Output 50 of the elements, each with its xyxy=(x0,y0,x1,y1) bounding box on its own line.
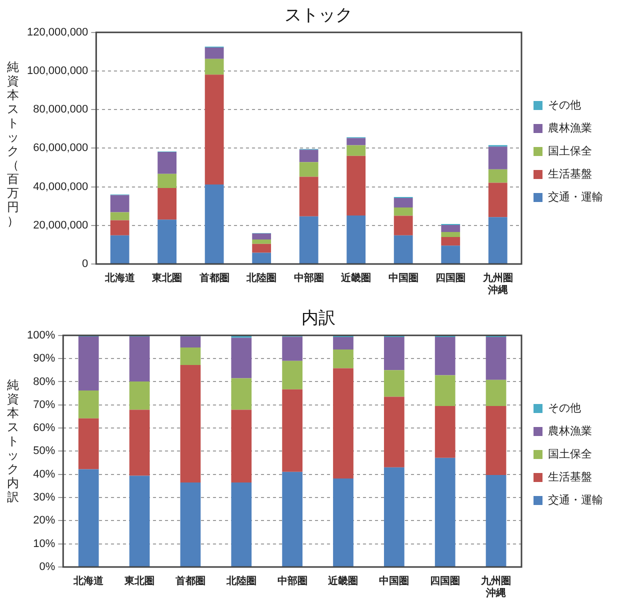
x-tick-label: 中部圏 xyxy=(277,574,308,587)
y-tick-label: 90% xyxy=(33,352,56,365)
x-tick-label: 九州圏沖縄 xyxy=(482,272,513,296)
chart-title: 内訳 xyxy=(302,308,336,329)
y-tick-label: 0 xyxy=(82,258,88,270)
legend-label: 交通・運輸 xyxy=(548,190,603,204)
legend-label: その他 xyxy=(548,401,581,414)
legend-label: その他 xyxy=(548,98,581,112)
y-tick-label: 20% xyxy=(33,514,56,527)
y-tick-label: 60,000,000 xyxy=(33,142,88,154)
x-tick-label: 四国圏 xyxy=(436,272,466,284)
x-tick-label: 首都圏 xyxy=(174,574,206,587)
x-tick-label: 中国圏 xyxy=(379,574,410,587)
y-tick-label: 70% xyxy=(33,398,56,411)
y-tick-label: 50% xyxy=(33,445,56,458)
text: 純資本ストック内訳 xyxy=(7,378,19,504)
chart-title: ストック xyxy=(284,6,352,26)
text: 純資本ストック（百万円） xyxy=(7,60,19,228)
y-tick-label: 100,000,000 xyxy=(27,65,88,78)
x-tick-label: 東北圏 xyxy=(124,574,155,587)
x-tick-label: 東北圏 xyxy=(151,272,182,284)
legend-label: 国土保全 xyxy=(548,447,592,460)
x-tick-label: 近畿圏 xyxy=(327,574,358,587)
y-tick-label: 20,000,000 xyxy=(33,219,88,232)
legend-label: 交通・運輸 xyxy=(548,493,603,506)
x-tick-label: 北陸圏 xyxy=(246,272,277,284)
y-tick-label: 120,000,000 xyxy=(27,26,88,38)
y-tick-label: 80,000,000 xyxy=(33,104,88,116)
legend-label: 国土保全 xyxy=(548,144,592,158)
y-tick-label: 30% xyxy=(33,492,56,504)
x-tick-label: 九州圏沖縄 xyxy=(480,574,512,599)
x-tick-label: 首都圏 xyxy=(198,272,230,284)
x-tick-label: 北海道 xyxy=(104,272,136,284)
x-tick-label: 四国圏 xyxy=(430,574,460,587)
y-tick-label: 60% xyxy=(33,422,56,434)
legend-label: 生活基盤 xyxy=(548,167,592,180)
y-tick-label: 40% xyxy=(33,468,56,480)
y-tick-label: 10% xyxy=(33,538,56,550)
y-tick-label: 80% xyxy=(33,376,56,388)
y-tick-label: 40,000,000 xyxy=(33,180,88,193)
x-tick-label: 中部圏 xyxy=(294,272,324,284)
y-tick-label: 100% xyxy=(26,329,56,342)
x-tick-label: 北海道 xyxy=(72,574,105,587)
x-tick-label: 中国圏 xyxy=(388,272,418,284)
legend-label: 生活基盤 xyxy=(548,470,592,484)
legend-label: 農林漁業 xyxy=(548,121,592,134)
legend-label: 農林漁業 xyxy=(548,424,592,438)
x-tick-label: 北陸圏 xyxy=(225,574,256,587)
x-tick-label: 近畿圏 xyxy=(340,272,372,284)
y-tick-label: 0% xyxy=(39,561,56,574)
